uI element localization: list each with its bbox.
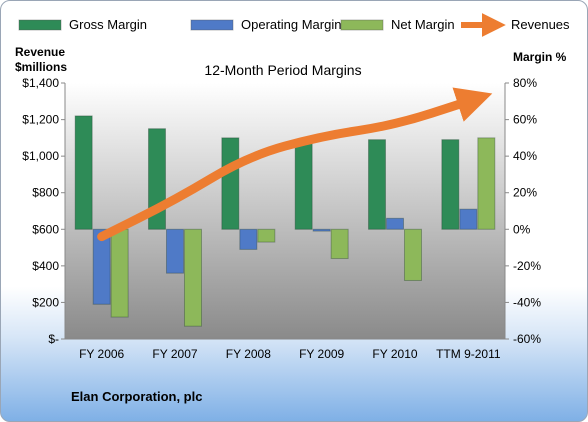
legend-swatch-net-margin: [340, 19, 384, 31]
right-tick-label: -40%: [513, 295, 541, 309]
net-margin-bar: [477, 137, 496, 230]
legend-label-net-margin: Net Margin: [391, 17, 455, 32]
gross-margin-bar: [441, 139, 460, 230]
legend-swatch-operating-margin: [190, 19, 234, 31]
company-name: Elan Corporation, plc: [71, 389, 203, 404]
right-tick-label: 20%: [513, 186, 537, 200]
left-axis-label-line1: Revenue: [15, 45, 65, 59]
right-axis-label: Margin %: [513, 50, 567, 64]
right-tick-label: -20%: [513, 259, 541, 273]
category-label: FY 2010: [372, 347, 417, 361]
left-tick-label: $400: [32, 259, 59, 273]
net-margin-bar: [184, 228, 202, 327]
net-margin-bar: [330, 228, 349, 260]
operating-margin-bar: [92, 228, 111, 305]
left-tick-label: $1,400: [22, 76, 59, 90]
operating-margin-bar: [312, 228, 331, 232]
chart-title: 12-Month Period Margins: [204, 62, 361, 78]
net-margin-bar: [257, 228, 276, 243]
left-tick-label: $-: [48, 332, 59, 346]
left-tick-label: $600: [32, 222, 59, 236]
operating-margin-bar: [239, 228, 258, 250]
left-tick-label: $800: [32, 186, 59, 200]
revenues-line: [97, 87, 493, 242]
legend-label-operating-margin: Operating Margin: [241, 17, 341, 32]
plot-area: [65, 83, 505, 339]
category-label: FY 2008: [226, 347, 271, 361]
category-label: FY 2007: [152, 347, 197, 361]
net-margin-bar: [404, 228, 422, 281]
net-margin-bar: [110, 228, 129, 318]
right-tick-label: 60%: [513, 113, 537, 127]
category-label: TTM 9-2011: [436, 347, 501, 361]
category-labels: FY 2006 FY 2007 FY 2008 FY 2009 FY 2010 TTM 9…: [79, 347, 501, 361]
legend-label-revenues: Revenues: [511, 17, 570, 32]
category-label: FY 2009: [299, 347, 344, 361]
left-tick-label: $1,200: [22, 113, 59, 127]
category-label: FY 2006: [79, 347, 124, 361]
left-axis-ticks: $- $200 $400 $600 $800 $1,000 $1,200 $1,400: [22, 76, 65, 346]
gross-margin-bar: [294, 139, 313, 230]
legend-swatch-gross-margin: [18, 19, 62, 31]
left-tick-label: $1,000: [22, 149, 59, 163]
gross-margin-bar: [368, 139, 386, 230]
gross-margin-bar: [74, 115, 93, 230]
left-axis-label-line2: $millions: [15, 60, 67, 74]
operating-margin-bar: [166, 228, 184, 274]
revenue-line: [97, 87, 493, 242]
right-axis-ticks: -60% -40% -20% 0% 20% 40% 60% 80%: [505, 76, 541, 346]
legend: Gross Margin Operating Margin Net Margin Re…: [18, 13, 570, 37]
right-tick-label: 0%: [513, 222, 531, 236]
right-tick-label: 40%: [513, 149, 537, 163]
right-tick-label: -60%: [513, 332, 541, 346]
operating-margin-bar: [459, 208, 478, 230]
left-tick-label: $200: [32, 295, 59, 309]
right-tick-label: 80%: [513, 76, 537, 90]
gross-margin-bar: [221, 137, 240, 230]
legend-label-gross-margin: Gross Margin: [69, 17, 147, 32]
operating-margin-bar: [386, 217, 404, 230]
